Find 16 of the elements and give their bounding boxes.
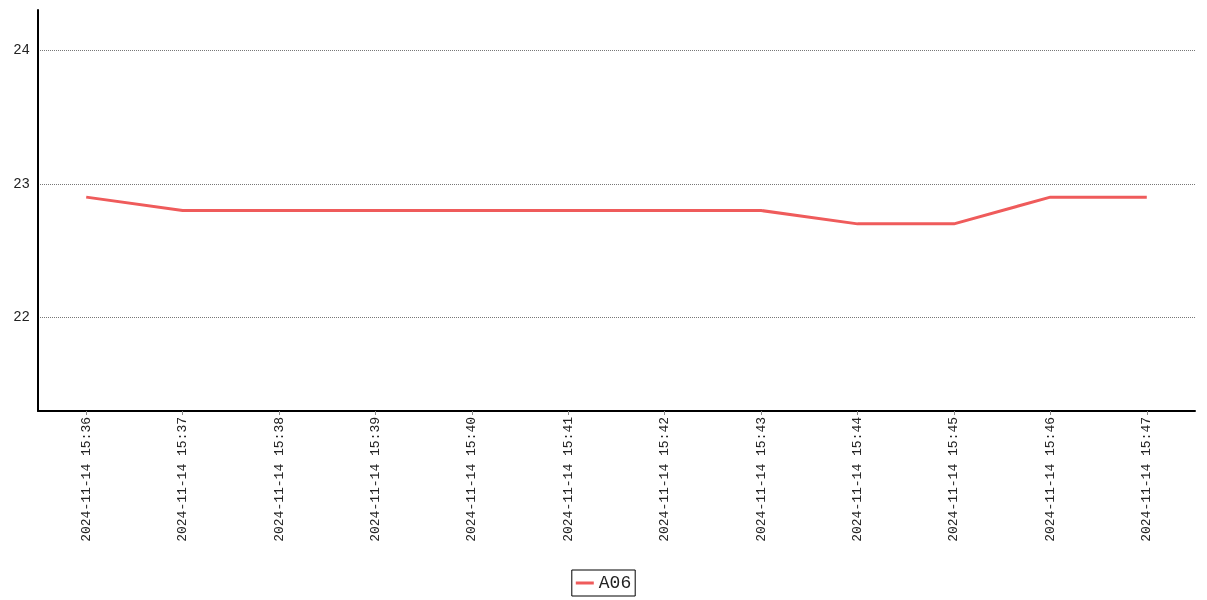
x-tick-label: 2024-11-14 15:44 (850, 416, 866, 542)
x-tick-label: 2024-11-14 15:36 (78, 417, 94, 542)
y-tick-label: 23 (13, 175, 30, 192)
x-tick-label: 2024-11-14 15:43 (753, 417, 769, 542)
x-tick-label: 2024-11-14 15:42 (657, 417, 673, 542)
x-tick-label: 2024-11-14 15:39 (367, 417, 383, 542)
legend-label: A06 (598, 573, 632, 593)
x-tick-label: 2024-11-14 15:37 (175, 417, 191, 542)
y-tick-label: 24 (13, 42, 30, 59)
y-tick-label: 22 (13, 309, 30, 326)
x-tick-label: 2024-11-14 15:45 (946, 417, 962, 542)
x-tick-label: 2024-11-14 15:40 (464, 417, 480, 542)
x-tick-label: 2024-11-14 15:46 (1042, 417, 1058, 542)
x-tick-label: 2024-11-14 15:41 (560, 416, 576, 542)
x-tick-label: 2024-11-14 15:47 (1139, 417, 1155, 542)
x-tick-label: 2024-11-14 15:38 (271, 417, 287, 542)
